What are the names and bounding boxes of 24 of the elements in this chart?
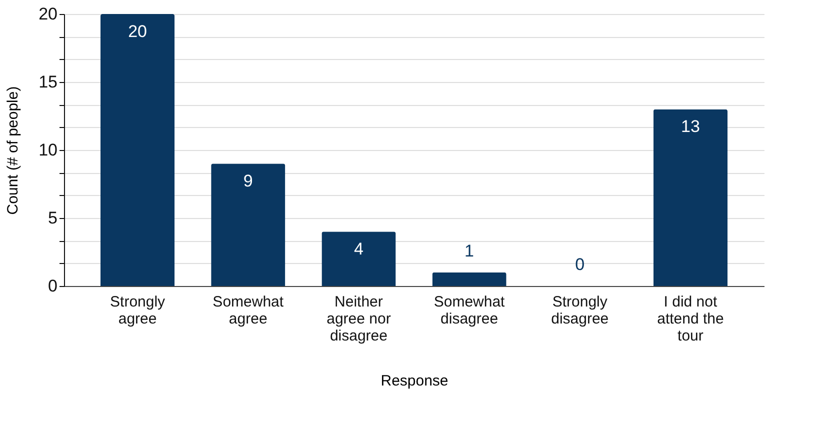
x-tick-label: Strongly disagree: [551, 294, 609, 328]
x-tick-label: Neither agree nor disagree: [326, 294, 391, 344]
x-tick-label: Strongly agree: [110, 294, 166, 328]
y-tick-label: 20: [38, 4, 58, 24]
data-label: 20: [128, 22, 147, 41]
data-label: 0: [575, 255, 585, 274]
y-tick-label: 0: [48, 276, 58, 296]
data-label: 1: [464, 241, 474, 260]
bar: [211, 164, 286, 286]
x-axis-title: Response: [380, 372, 448, 390]
y-tick-label: 5: [48, 208, 58, 228]
data-label: 4: [354, 240, 364, 259]
data-label: 9: [243, 172, 253, 191]
bar: [322, 232, 396, 286]
bar: [653, 109, 728, 286]
x-tick-label: Somewhat agree: [212, 294, 284, 328]
x-tick-label: I did not attend the tour: [657, 294, 724, 344]
y-axis-title: Count (# of people): [4, 86, 22, 215]
bar: [100, 14, 175, 286]
bar: [432, 272, 506, 286]
y-tick-label: 15: [38, 72, 58, 92]
data-label: 13: [681, 117, 700, 136]
x-tick-label: Somewhat disagree: [434, 294, 506, 328]
y-tick-label: 10: [38, 140, 58, 160]
